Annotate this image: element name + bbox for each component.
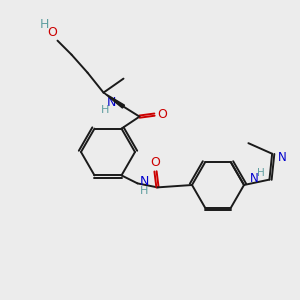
Polygon shape xyxy=(103,93,124,108)
Text: O: O xyxy=(158,108,167,121)
Text: H: H xyxy=(40,18,49,31)
Text: O: O xyxy=(151,156,160,169)
Text: N: N xyxy=(107,96,116,109)
Text: H: H xyxy=(140,186,149,197)
Text: O: O xyxy=(48,26,57,39)
Text: H: H xyxy=(101,105,110,115)
Text: N: N xyxy=(140,175,149,188)
Text: H: H xyxy=(257,168,265,178)
Text: N: N xyxy=(278,151,287,164)
Text: N: N xyxy=(250,172,259,185)
